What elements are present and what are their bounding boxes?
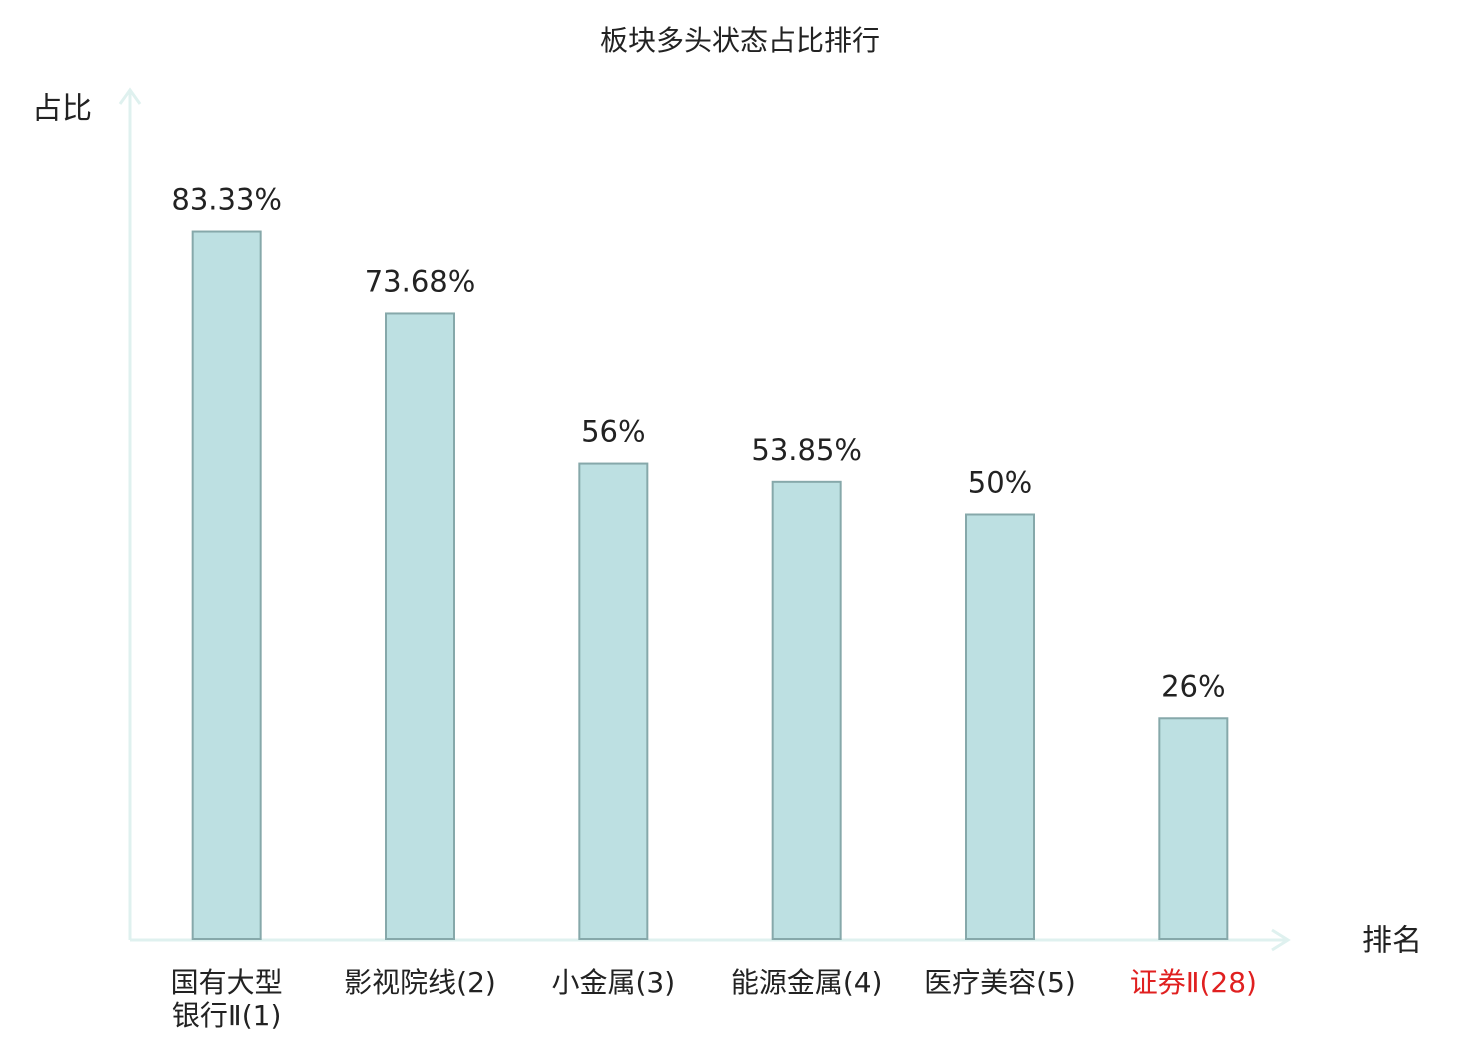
chart-title: 板块多头状态占比排行 — [600, 24, 880, 57]
value-label: 56% — [581, 415, 645, 449]
x-tick-label: 医疗美容(5) — [924, 966, 1076, 999]
bar — [965, 513, 1035, 940]
value-label: 50% — [968, 466, 1032, 500]
value-label: 73.68% — [365, 264, 476, 298]
bar — [191, 230, 262, 940]
value-label: 53.85% — [751, 433, 862, 467]
y-axis-label: 占比 — [32, 92, 92, 127]
value-label: 83.33% — [171, 183, 282, 217]
x-axis-label: 排名 — [1362, 924, 1422, 959]
bar — [385, 312, 455, 940]
x-arrow — [1271, 928, 1291, 952]
y-arrow — [118, 87, 142, 105]
bar — [771, 480, 842, 940]
x-tick-label: 证券Ⅱ(28) — [1129, 966, 1257, 999]
axes — [118, 87, 1291, 952]
x-tick-label: 影视院线(2) — [344, 966, 496, 999]
bar — [578, 462, 649, 940]
bar — [1158, 717, 1229, 941]
x-tick-label: 国有大型 银行Ⅱ(1) — [170, 966, 283, 1032]
x-tick-label: 小金属(3) — [551, 966, 676, 999]
x-tick-label: 能源金属(4) — [730, 966, 883, 999]
value-label: 26% — [1161, 669, 1225, 703]
